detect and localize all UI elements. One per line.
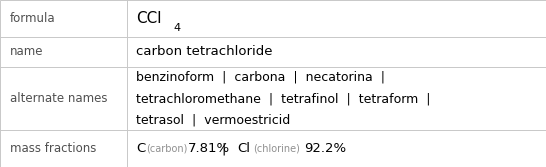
Text: carbon tetrachloride: carbon tetrachloride [136,45,273,58]
Text: CCl: CCl [136,11,162,26]
Text: name: name [10,45,43,58]
Text: tetrachloromethane  |  tetrafinol  |  tetraform  |: tetrachloromethane | tetrafinol | tetraf… [136,92,431,105]
Text: |: | [222,142,226,155]
Text: C: C [136,142,146,155]
Text: benzinoform  |  carbona  |  necatorina  |: benzinoform | carbona | necatorina | [136,71,385,84]
Text: Cl: Cl [237,142,250,155]
Text: formula: formula [10,12,56,25]
Text: 4: 4 [174,23,181,33]
Text: (chlorine): (chlorine) [253,144,300,154]
Text: mass fractions: mass fractions [10,142,96,155]
Text: tetrasol  |  vermoestricid: tetrasol | vermoestricid [136,113,291,126]
Text: 7.81%: 7.81% [188,142,230,155]
Text: 92.2%: 92.2% [304,142,346,155]
Text: alternate names: alternate names [10,92,108,105]
Text: (carbon): (carbon) [146,144,188,154]
